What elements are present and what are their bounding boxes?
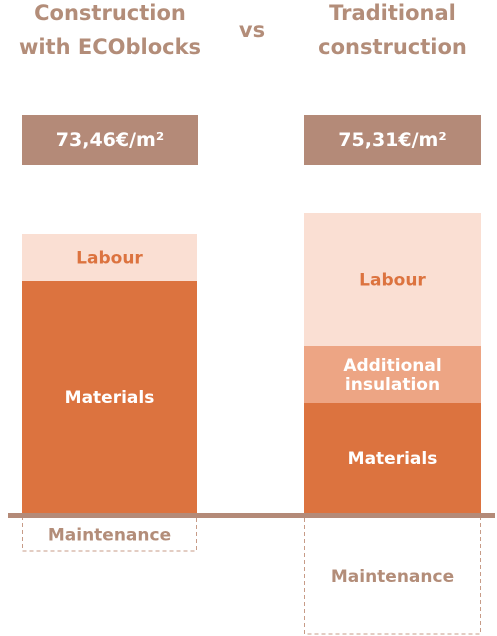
bar-1-labour-label: Labour: [76, 249, 143, 269]
price-left-value: 73,46€/m²: [55, 129, 165, 151]
baseline: [8, 513, 495, 518]
bar-1-maintenance-label: Maintenance: [48, 526, 171, 546]
chart-title-left: Construction with ECOblocks: [18, 1, 202, 59]
bar-2-materials-segment: [304, 403, 481, 513]
bar-1-materials-segment: [22, 281, 197, 513]
vs-label: vs: [238, 18, 266, 42]
bar-2-additional_insulation-segment: [304, 346, 481, 403]
bar-2-additional_insulation-label: Additional insulation: [343, 356, 441, 395]
price-badge-left: 73,46€/m²: [22, 115, 198, 165]
bar-2-maintenance-label: Maintenance: [331, 567, 454, 587]
bar-2-labour-segment: [304, 213, 481, 346]
price-right-value: 75,31€/m²: [338, 129, 447, 151]
bar-1-materials-label: Materials: [65, 388, 155, 408]
bar-2-materials-label: Materials: [348, 449, 438, 469]
bar-1-labour-segment: [22, 234, 197, 281]
price-badge-right: 75,31€/m²: [304, 115, 481, 165]
chart-title-right: Traditional construction: [318, 1, 467, 59]
bar-2-labour-label: Labour: [359, 271, 426, 291]
